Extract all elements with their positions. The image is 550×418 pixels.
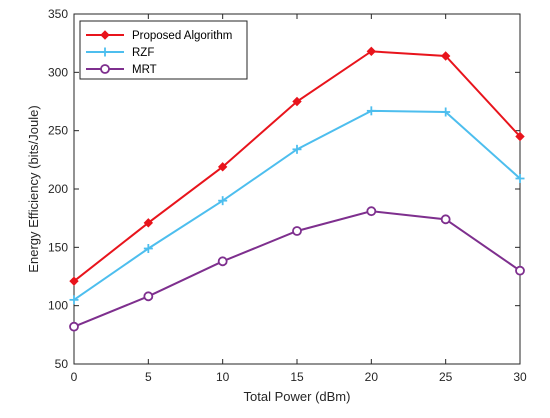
y-tick-label: 250 — [48, 124, 68, 138]
legend-label: MRT — [132, 64, 157, 76]
data-point — [143, 291, 154, 302]
y-tick-label: 150 — [48, 240, 68, 254]
data-point — [515, 131, 525, 142]
y-tick-label: 300 — [48, 65, 68, 79]
y-tick-label: 200 — [48, 182, 68, 196]
data-point — [143, 218, 154, 228]
data-point — [440, 51, 451, 61]
y-tick-label: 50 — [55, 357, 69, 371]
x-tick-label: 5 — [145, 370, 152, 384]
data-point — [292, 144, 302, 154]
data-point — [515, 265, 525, 276]
legend-label: Proposed Algorithm — [132, 30, 232, 42]
data-point — [515, 174, 525, 183]
x-tick-label: 10 — [216, 370, 230, 384]
data-point — [218, 196, 228, 206]
y-tick-label: 100 — [48, 299, 68, 313]
series-layer — [69, 46, 525, 332]
series-rzf — [69, 106, 525, 305]
axis-ticks: 0 5 10 15 20 25 30 50 100 150 200 250 300 350 — [48, 7, 527, 384]
data-point — [100, 64, 110, 74]
legend-entry: Proposed Algorithm — [86, 30, 232, 42]
data-point — [100, 30, 110, 40]
x-tick-label: 0 — [71, 370, 78, 384]
x-tick-label: 25 — [439, 370, 453, 384]
y-axis-label: Energy Efficiency (bits/Joule) — [26, 105, 41, 272]
data-point — [441, 107, 451, 117]
data-point — [292, 96, 302, 107]
legend-entry: RZF — [86, 47, 154, 59]
data-point — [366, 106, 376, 116]
legend-entry: MRT — [86, 64, 157, 76]
data-point — [69, 276, 79, 286]
series-proposed-algorithm — [69, 46, 525, 286]
x-axis-label: Total Power (dBm) — [244, 389, 351, 404]
data-point — [217, 256, 228, 267]
series-mrt — [69, 206, 525, 332]
legend: Proposed Algorithm RZF MRT — [79, 20, 248, 80]
x-tick-label: 30 — [513, 370, 527, 384]
x-tick-label: 15 — [290, 370, 304, 384]
y-tick-label: 350 — [48, 7, 68, 21]
data-point — [69, 321, 79, 332]
legend-label: RZF — [132, 47, 154, 59]
data-point — [366, 46, 377, 57]
data-point — [217, 162, 228, 172]
data-point — [366, 206, 377, 217]
data-point — [69, 295, 79, 305]
data-point — [292, 226, 302, 236]
data-point — [100, 47, 110, 57]
data-point — [143, 244, 153, 253]
x-tick-label: 20 — [365, 370, 379, 384]
data-point — [440, 214, 451, 225]
